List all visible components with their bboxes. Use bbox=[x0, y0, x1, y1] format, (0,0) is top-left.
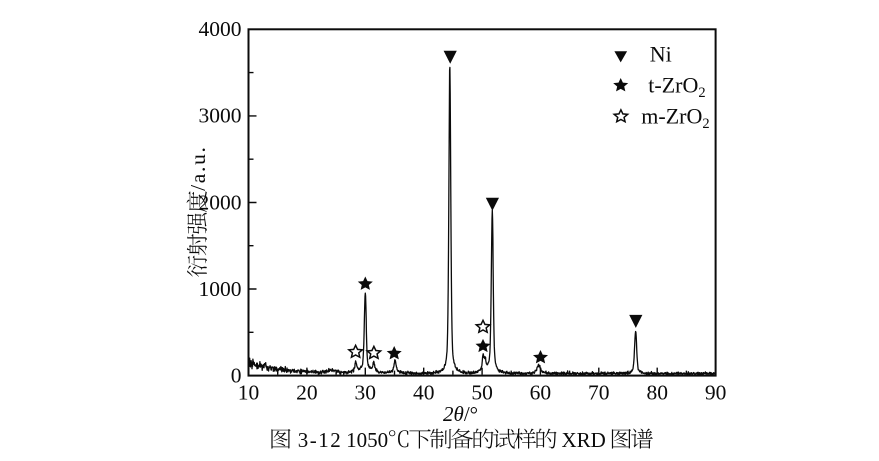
svg-text:1050: 1050 bbox=[346, 428, 388, 452]
svg-text:Ni: Ni bbox=[650, 42, 672, 67]
svg-text:50: 50 bbox=[471, 380, 493, 404]
svg-text:4000: 4000 bbox=[199, 17, 242, 41]
svg-text:t-ZrO2: t-ZrO2 bbox=[648, 73, 705, 102]
svg-text:m-ZrO2: m-ZrO2 bbox=[641, 104, 709, 133]
svg-text:3000: 3000 bbox=[199, 104, 242, 128]
svg-text:0: 0 bbox=[231, 363, 242, 387]
svg-text:40: 40 bbox=[413, 380, 435, 404]
svg-text:60: 60 bbox=[530, 380, 552, 404]
svg-text:3-12: 3-12 bbox=[298, 428, 343, 452]
svg-text:1000: 1000 bbox=[199, 277, 242, 301]
svg-text:70: 70 bbox=[588, 380, 610, 404]
svg-text:XRD: XRD bbox=[562, 428, 606, 452]
svg-text:2θ/°: 2θ/° bbox=[443, 402, 478, 426]
svg-text:10: 10 bbox=[238, 380, 260, 404]
svg-text:/a.u.: /a.u. bbox=[186, 145, 210, 191]
svg-text:30: 30 bbox=[355, 380, 377, 404]
svg-text:20: 20 bbox=[296, 380, 318, 404]
svg-text:80: 80 bbox=[646, 380, 668, 404]
svg-text:90: 90 bbox=[705, 380, 727, 404]
